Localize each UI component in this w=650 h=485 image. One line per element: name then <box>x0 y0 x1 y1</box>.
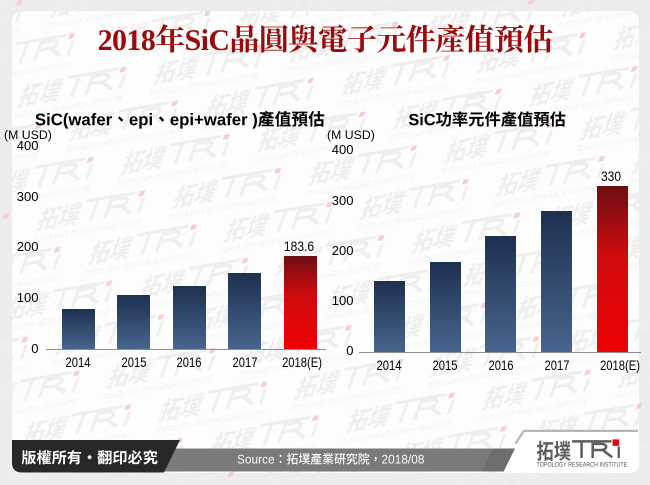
bar-2014 <box>373 281 405 352</box>
bar-2014 <box>61 308 95 349</box>
y-tick-label: 100 <box>331 293 354 308</box>
category-label: 2014 <box>65 354 91 370</box>
y-axis-unit-label: (M USD) <box>327 127 375 142</box>
category-label: 2016 <box>176 354 202 370</box>
category-label: 2018(E) <box>599 356 640 373</box>
category-label: 2015 <box>432 356 458 373</box>
bar-2018(E) <box>597 186 629 352</box>
y-tick-label: 200 <box>16 239 39 255</box>
category-label: 2017 <box>544 356 570 373</box>
category-label: 2014 <box>376 356 402 373</box>
category-label: 2015 <box>121 354 147 370</box>
y-tick-label: 100 <box>16 289 39 305</box>
bar-2015 <box>117 294 151 349</box>
bar-2017 <box>541 211 573 352</box>
bar-2016 <box>485 236 517 352</box>
y-tick-label: 300 <box>331 192 354 208</box>
y-tick-label: 0 <box>346 343 354 359</box>
y-tick-label: 400 <box>331 142 354 158</box>
y-tick-label: 400 <box>16 138 39 154</box>
x-axis-line <box>46 349 326 351</box>
y-tick-label: 0 <box>31 340 39 356</box>
y-tick-label: 200 <box>331 242 354 258</box>
bar-2015 <box>429 262 461 352</box>
value-label: 330 <box>601 167 622 184</box>
category-label: 2017 <box>232 354 258 370</box>
y-tick-label: 300 <box>16 188 39 204</box>
x-axis-line <box>359 351 641 353</box>
bar-2016 <box>172 286 206 349</box>
category-label: 2016 <box>488 356 514 373</box>
bar-2017 <box>228 273 262 349</box>
